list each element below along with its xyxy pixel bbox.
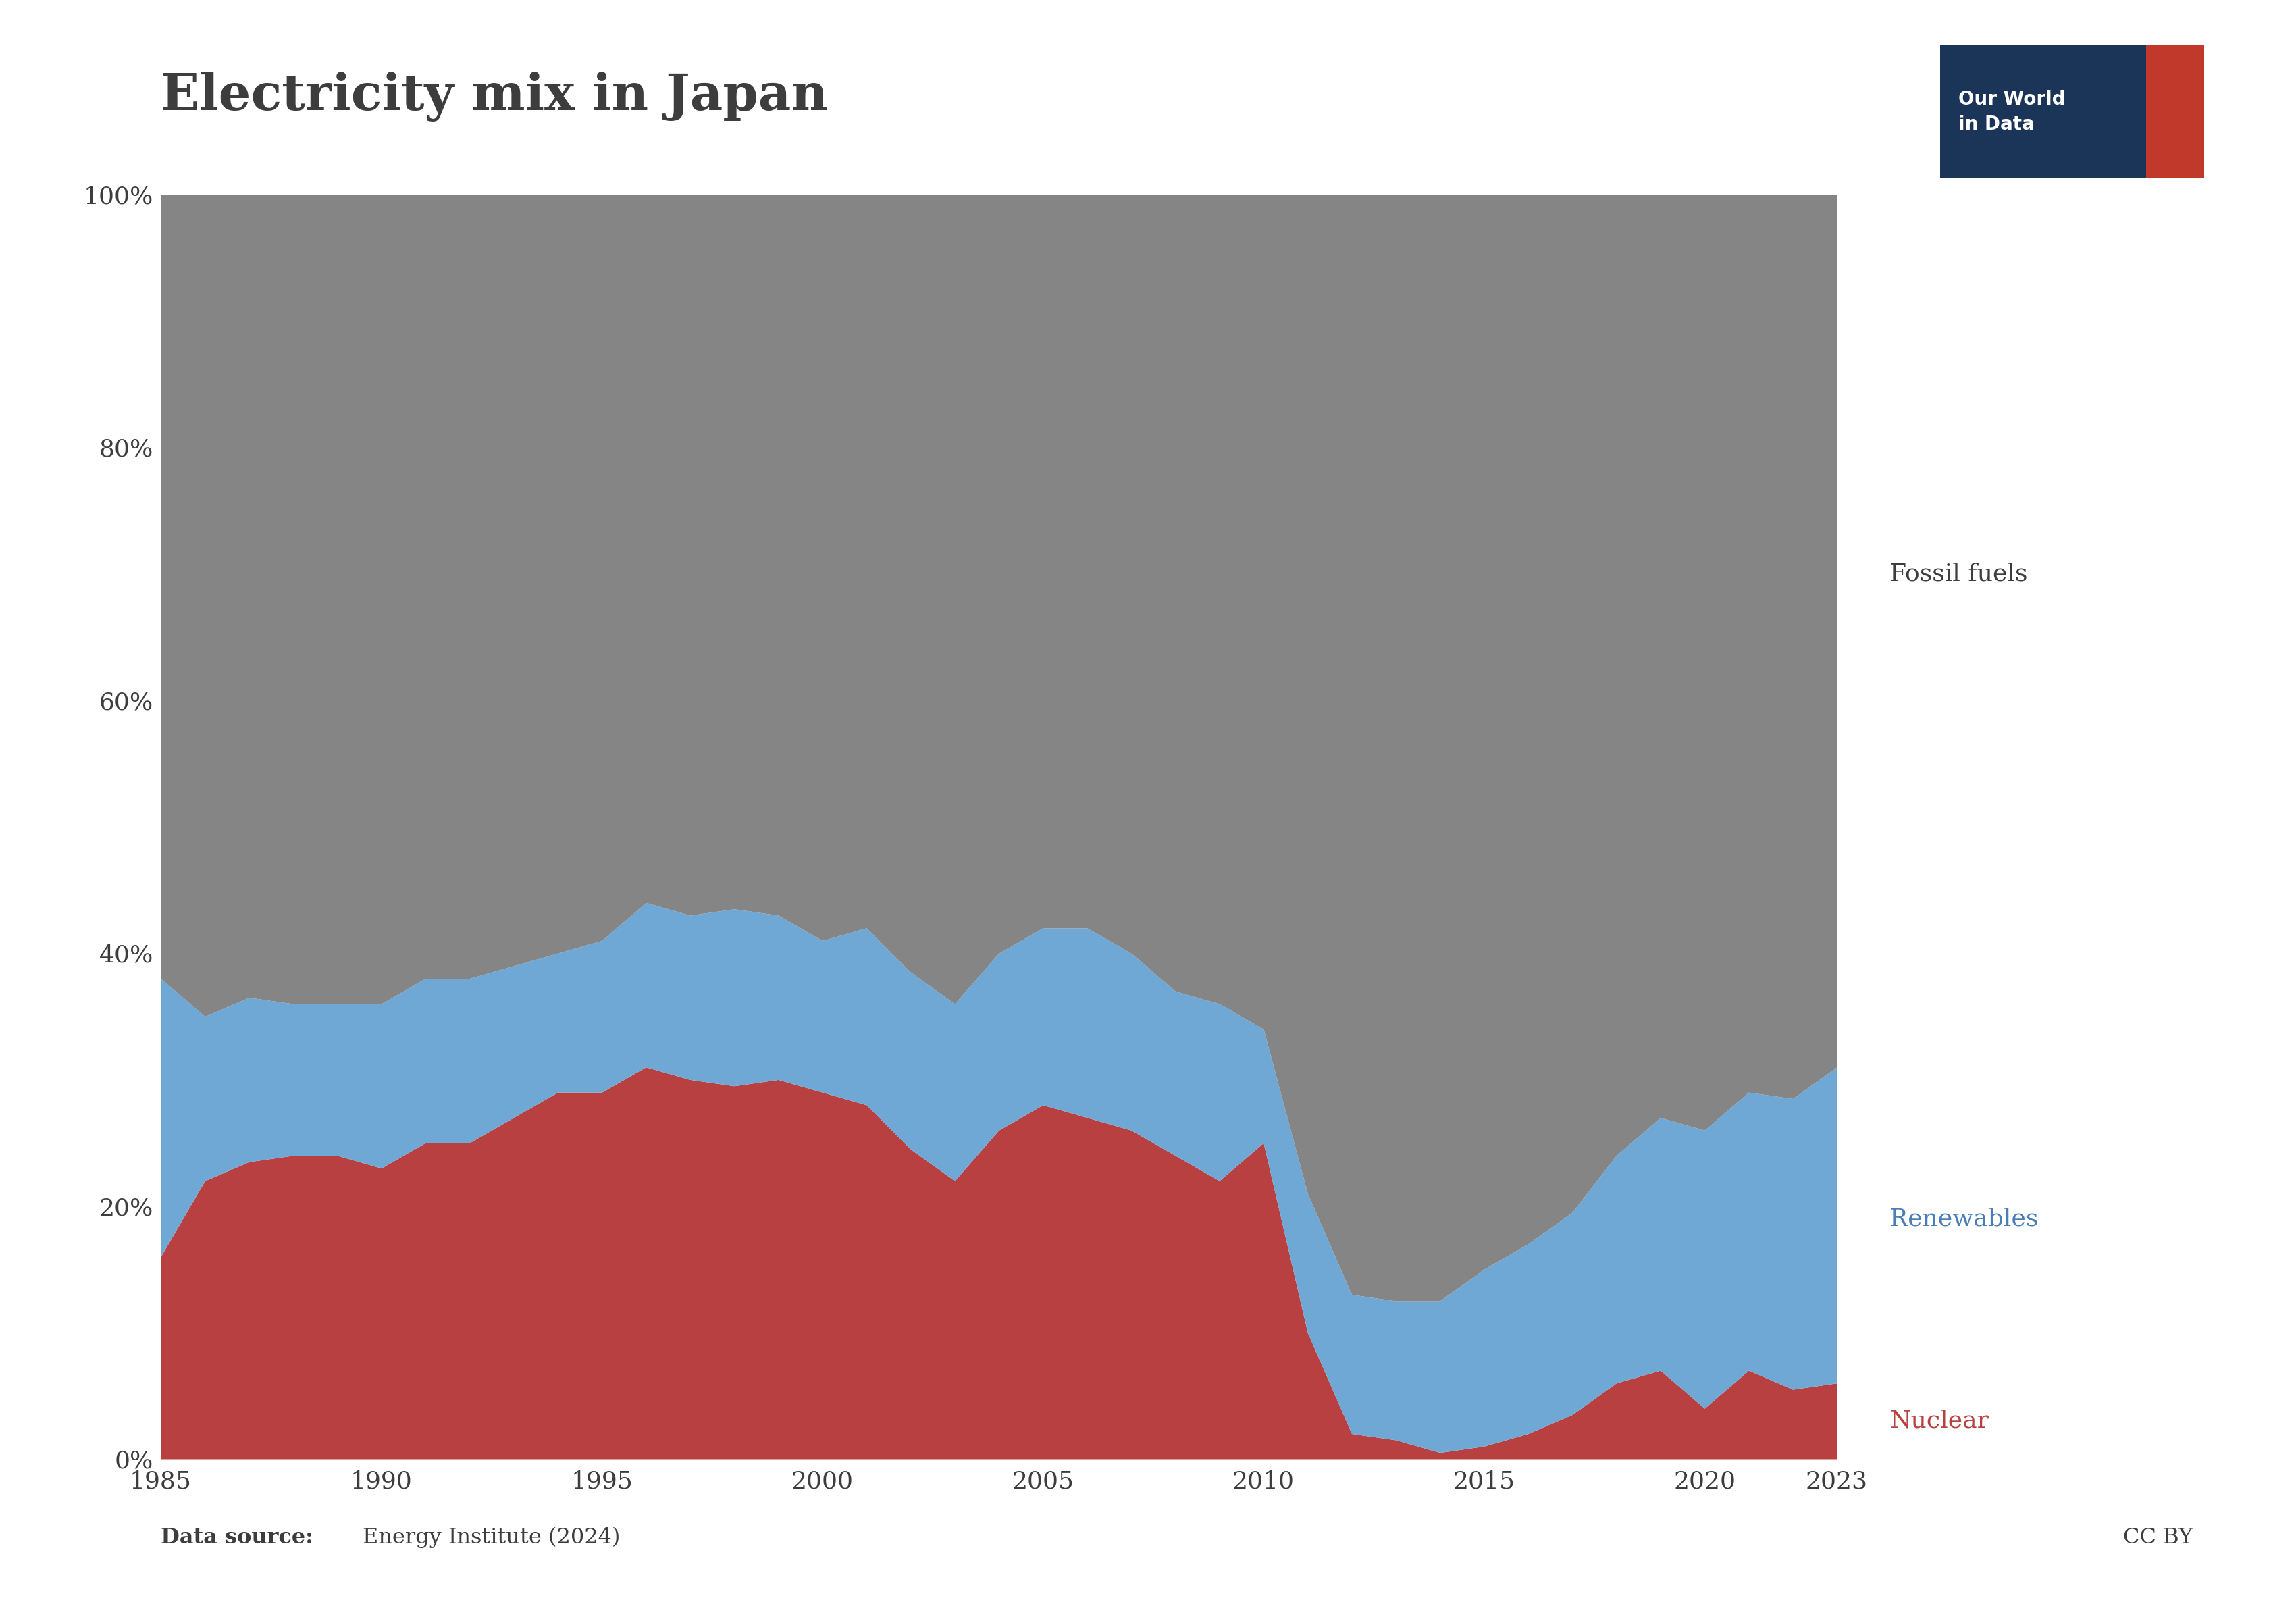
Text: CC BY: CC BY: [2124, 1527, 2193, 1548]
Text: Data source:: Data source:: [161, 1527, 321, 1548]
Text: Nuclear: Nuclear: [1890, 1410, 1988, 1433]
Text: Electricity mix in Japan: Electricity mix in Japan: [161, 71, 829, 122]
Text: Renewables: Renewables: [1890, 1208, 2039, 1230]
Text: Our World
in Data: Our World in Data: [1958, 89, 2066, 133]
Text: Energy Institute (2024): Energy Institute (2024): [363, 1527, 620, 1548]
Text: Fossil fuels: Fossil fuels: [1890, 562, 2027, 585]
